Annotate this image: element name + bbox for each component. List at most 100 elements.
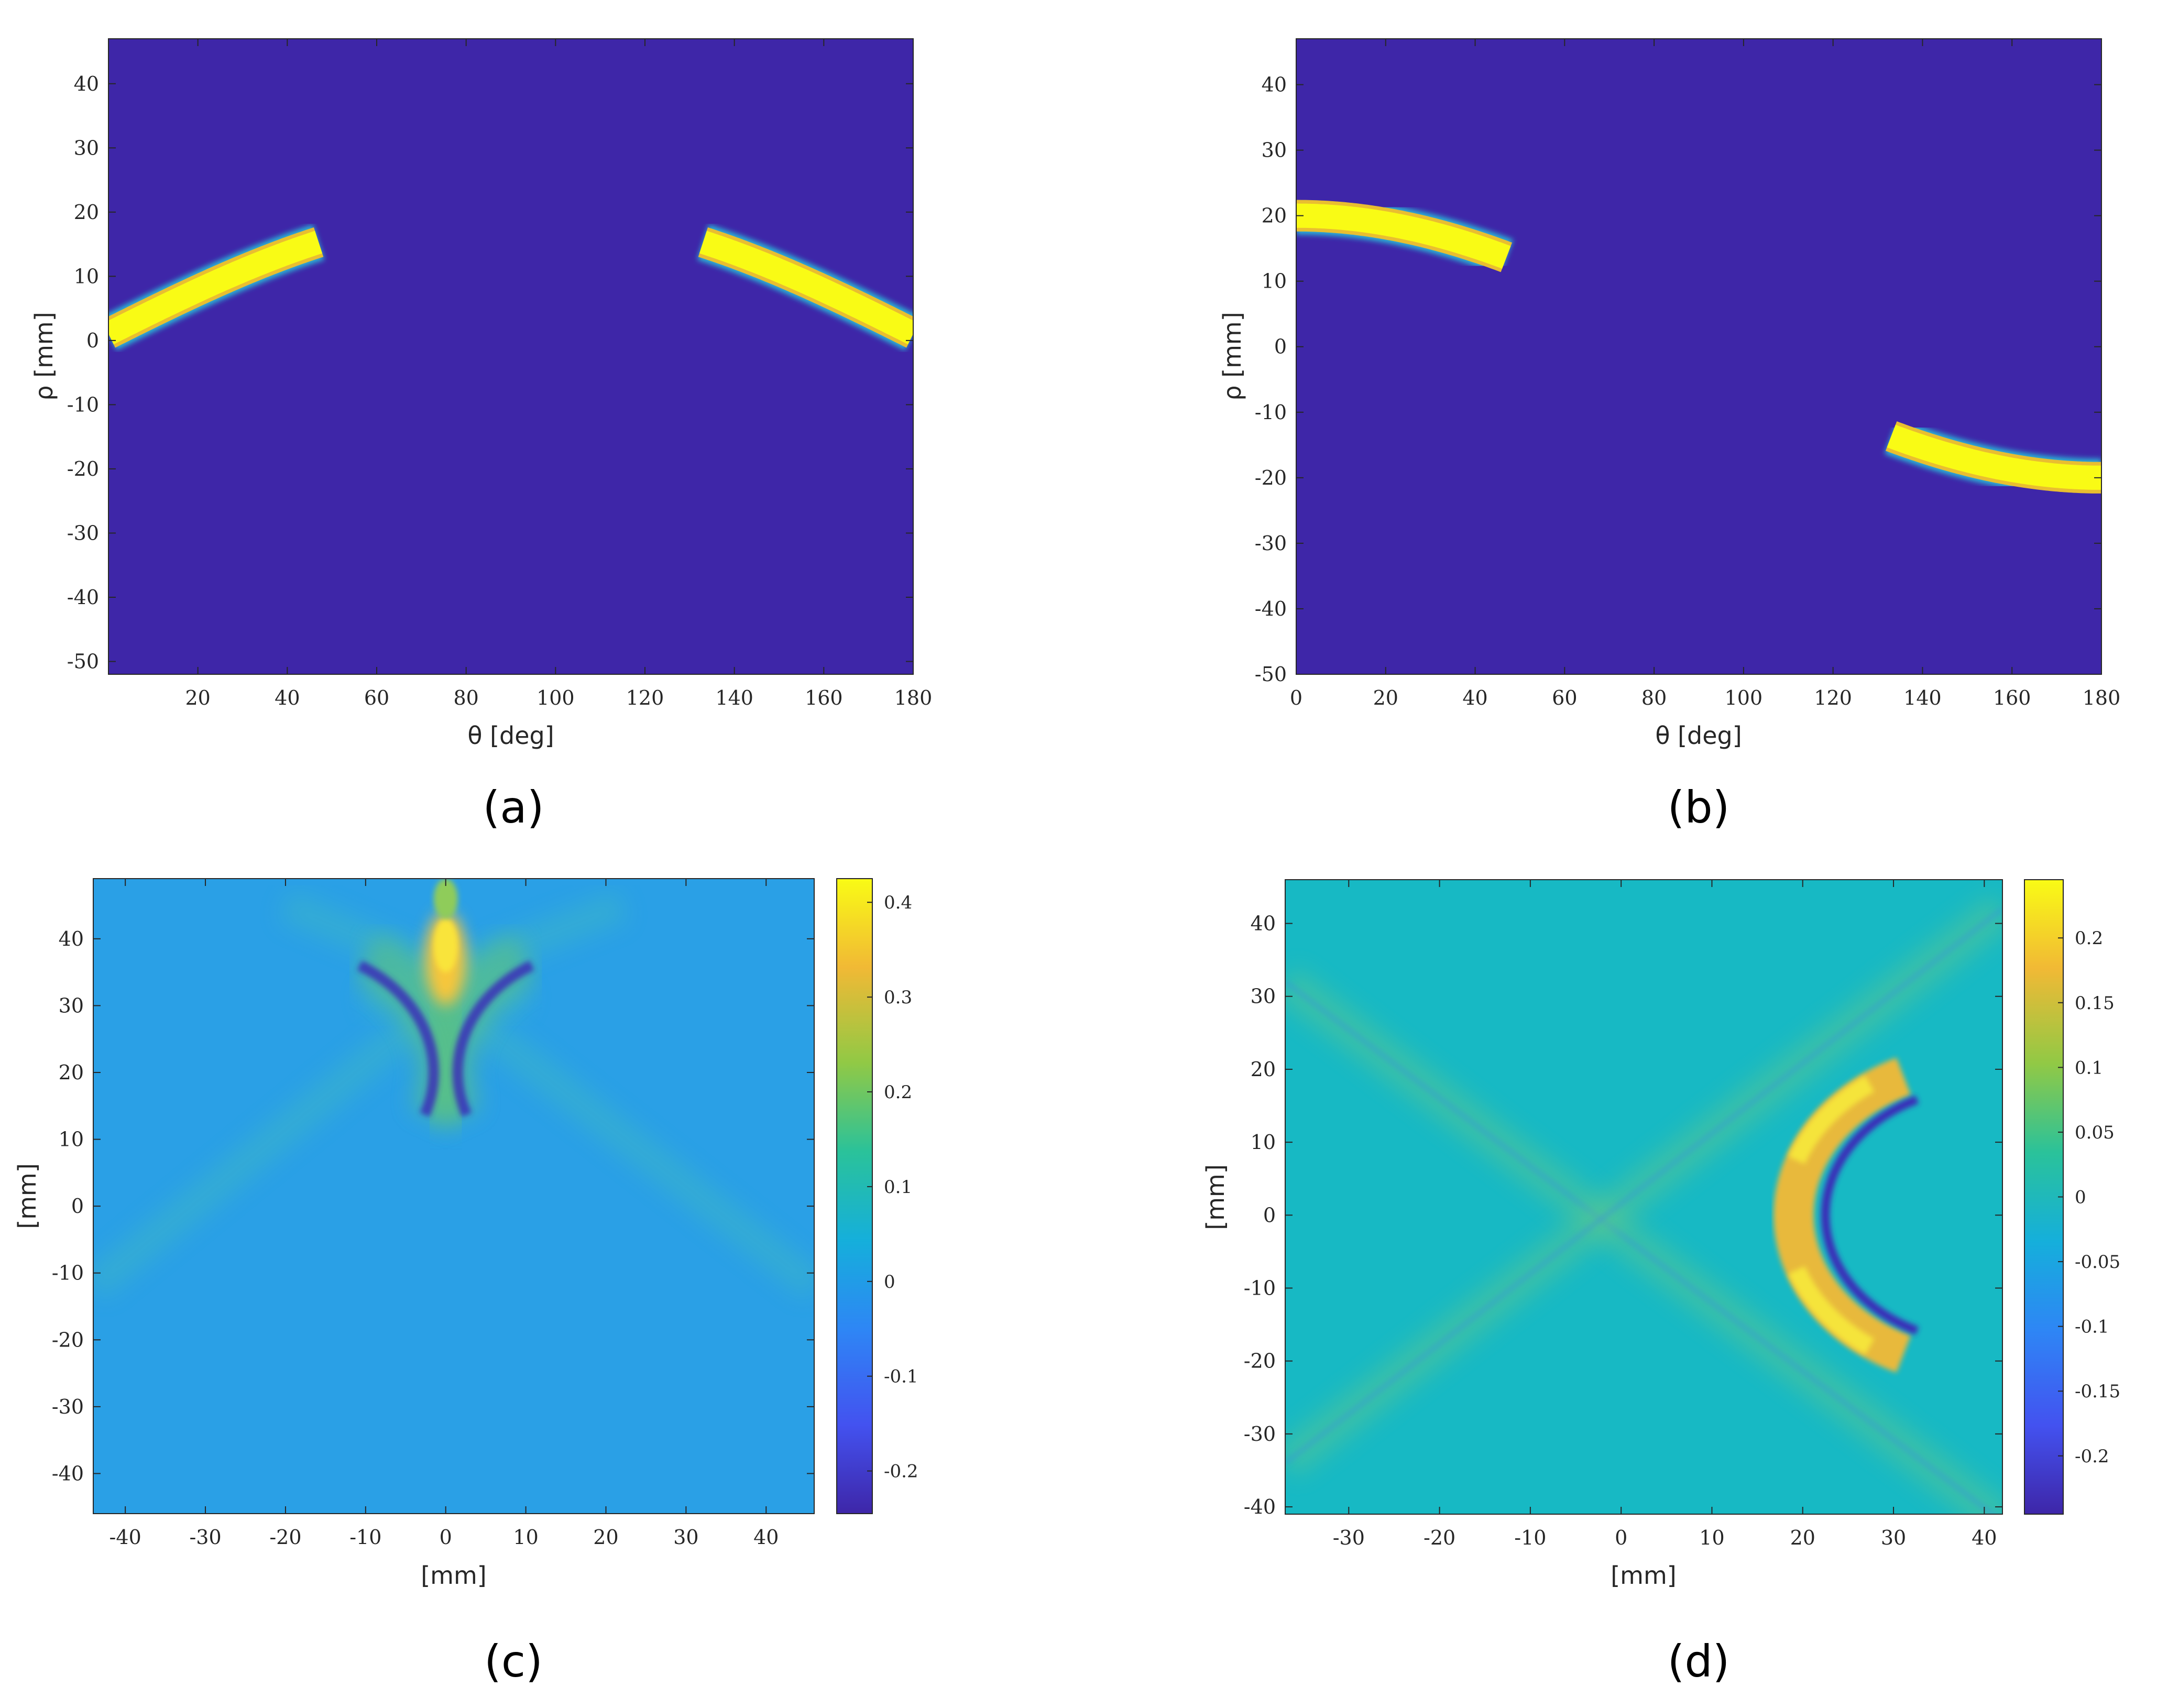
- x-tick-label: 120: [1814, 686, 1852, 709]
- x-tick-label: 160: [1993, 686, 2031, 709]
- colorbar-tick-label: -0.2: [2075, 1446, 2109, 1467]
- panel-b: 0 20 40 60 80 100 120 140 160 180 403020100-10-20…: [1218, 38, 2120, 833]
- panel-caption-b: (b): [1668, 782, 1730, 833]
- x-tick-label: -40: [110, 1526, 141, 1549]
- y-tick-label: -10: [1244, 1276, 1276, 1299]
- x-axis-label-d: [mm]: [1611, 1561, 1677, 1590]
- hotspot-core: [433, 918, 458, 972]
- x-tick-label: 30: [673, 1526, 698, 1549]
- colorbar-d: [2024, 879, 2064, 1515]
- sinogram-traces-b: [1296, 196, 2101, 497]
- sinogram-trace: [108, 231, 323, 345]
- x-tick-label: -10: [1514, 1526, 1546, 1549]
- x-tick-label: 20: [1790, 1526, 1815, 1549]
- y-tick-label: 40: [1262, 73, 1287, 96]
- x-tick-label: 100: [1725, 686, 1763, 709]
- y-tick-label: -20: [67, 457, 99, 480]
- sinogram-trace: [1296, 203, 1511, 269]
- y-tick-label: -40: [67, 586, 99, 609]
- panel-d: -30 -20 -10 0 10 20 30 40 40 30 20 10 0 -10 -20 -30 -40…: [1201, 879, 2120, 1687]
- x-tick-label: -30: [189, 1526, 221, 1549]
- x-tick-label: 60: [364, 686, 389, 709]
- y-ticks-b: 40 30 20 10 0 -10 -20 -30 -40 -50: [1255, 73, 2101, 686]
- y-tick-label: -40: [1255, 597, 1287, 620]
- colorbar-tick-label: 0: [2075, 1187, 2086, 1208]
- colorbar-tick-label: 0.4: [884, 892, 912, 913]
- x-tick-label: 0: [1290, 686, 1302, 709]
- y-tick-label: 30: [74, 136, 99, 159]
- colorbar-tick-label: 0.2: [884, 1082, 912, 1103]
- colorbar-tick-label: -0.1: [884, 1366, 918, 1387]
- y-tick-label: 40: [1251, 912, 1276, 935]
- colorbar-tick-label: 0.2: [2075, 928, 2103, 949]
- y-tick-label: 20: [59, 1061, 84, 1084]
- y-tick-label: -50: [67, 650, 99, 673]
- x-tick-label: 10: [513, 1526, 538, 1549]
- y-tick-label: -10: [1255, 401, 1287, 424]
- y-tick-label: 0: [1263, 1203, 1276, 1227]
- colorbar-tick-label: 0.1: [884, 1177, 912, 1198]
- colorbar-tick-label: 0.15: [2075, 993, 2115, 1014]
- axes-frame-a: [108, 38, 914, 675]
- x-ticks-d: -30 -20 -10 0 10 20 30 40: [1333, 880, 1997, 1549]
- y-tick-label: 0: [71, 1195, 84, 1218]
- x-ticks-b: 0 20 40 60 80 100 120 140 160 180: [1290, 39, 2120, 709]
- y-tick-label: 10: [59, 1128, 84, 1151]
- streak-edge: [1285, 979, 1997, 1514]
- y-tick-label: -10: [67, 393, 99, 416]
- colorbar-ticks-c: 0.4 0.3 0.2 0.1 0 -0.1 -0.2: [867, 892, 918, 1482]
- x-tick-label: 140: [715, 686, 753, 709]
- x-tick-label: 60: [1552, 686, 1577, 709]
- panel-caption-a: (a): [483, 782, 544, 833]
- x-tick-label: 120: [626, 686, 664, 709]
- x-axis-label-a: θ [deg]: [467, 721, 554, 750]
- panel-c: -40 -30 -20 -10 0 10 20 30 40 40 30 20 10 0 -10 -20 -30…: [13, 878, 918, 1687]
- sinogram-traces-a: [108, 224, 913, 351]
- y-tick-label: -40: [52, 1462, 84, 1485]
- y-axis-label-a: ρ [mm]: [30, 312, 58, 400]
- y-tick-label: 20: [1251, 1058, 1276, 1081]
- y-tick-label: 0: [1274, 335, 1287, 358]
- y-tick-label: 0: [86, 329, 99, 352]
- x-tick-label: 20: [593, 1526, 618, 1549]
- y-tick-label: -30: [1255, 532, 1287, 555]
- hotspot-tail: [433, 879, 458, 919]
- arc-dark-edge: [357, 960, 440, 1117]
- colorbar-tick-label: -0.2: [884, 1461, 918, 1482]
- colorbar-tick-label: -0.05: [2075, 1252, 2120, 1273]
- arc-dark-edge: [452, 960, 534, 1117]
- y-tick-label: -10: [52, 1262, 84, 1285]
- y-tick-label: -30: [1244, 1422, 1276, 1446]
- colorbar-tick-label: 0.3: [884, 987, 912, 1008]
- x-tick-label: 140: [1903, 686, 1942, 709]
- y-tick-label: 30: [1262, 139, 1287, 162]
- reconstruction-features-d: [1285, 894, 2002, 1514]
- x-tick-label: 0: [1615, 1526, 1627, 1549]
- x-tick-label: 180: [894, 686, 933, 709]
- streak-edge: [1285, 906, 2002, 1465]
- y-tick-label: 40: [59, 927, 84, 950]
- colorbar-tick-label: 0.1: [2075, 1057, 2103, 1078]
- y-axis-label-b: ρ [mm]: [1218, 312, 1246, 400]
- x-tick-label: 20: [185, 686, 210, 709]
- x-axis-label-b: θ [deg]: [1655, 721, 1742, 750]
- x-axis-label-c: [mm]: [421, 1561, 487, 1590]
- y-axis-label-c: [mm]: [13, 1163, 41, 1229]
- y-ticks-d: 40 30 20 10 0 -10 -20 -30 -40: [1244, 912, 2002, 1518]
- y-tick-label: -20: [52, 1328, 84, 1351]
- panel-caption-d: (d): [1668, 1636, 1730, 1687]
- colorbar-tick-label: 0: [884, 1272, 895, 1293]
- reconstruction-features-c: [93, 879, 814, 1299]
- x-tick-label: 20: [1373, 686, 1398, 709]
- colorbar-tick-label: 0.05: [2075, 1122, 2115, 1143]
- streak-artifact: [436, 986, 814, 1299]
- y-tick-label: -20: [1255, 466, 1287, 489]
- x-tick-label: -20: [1424, 1526, 1455, 1549]
- y-ticks-a: 40 30 20 10 0 -10 -20 -30 -40 -50: [67, 72, 913, 673]
- x-tick-label: 100: [536, 686, 575, 709]
- y-tick-label: -30: [52, 1395, 84, 1418]
- y-tick-label: 30: [59, 994, 84, 1017]
- y-ticks-c: 40 30 20 10 0 -10 -20 -30 -40: [52, 927, 814, 1485]
- y-tick-label: 30: [1251, 985, 1276, 1008]
